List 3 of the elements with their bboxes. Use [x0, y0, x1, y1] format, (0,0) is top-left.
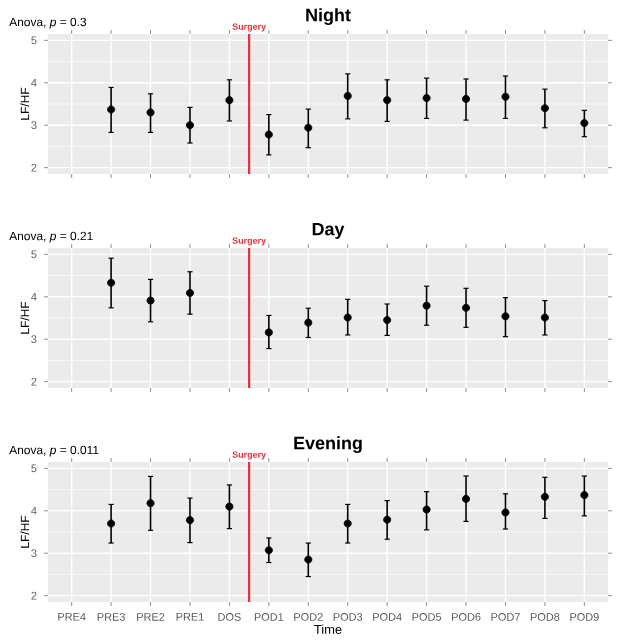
chart-title: Night [306, 8, 351, 26]
chart-title: Day [312, 222, 345, 239]
chart-title: Evening [294, 436, 362, 454]
